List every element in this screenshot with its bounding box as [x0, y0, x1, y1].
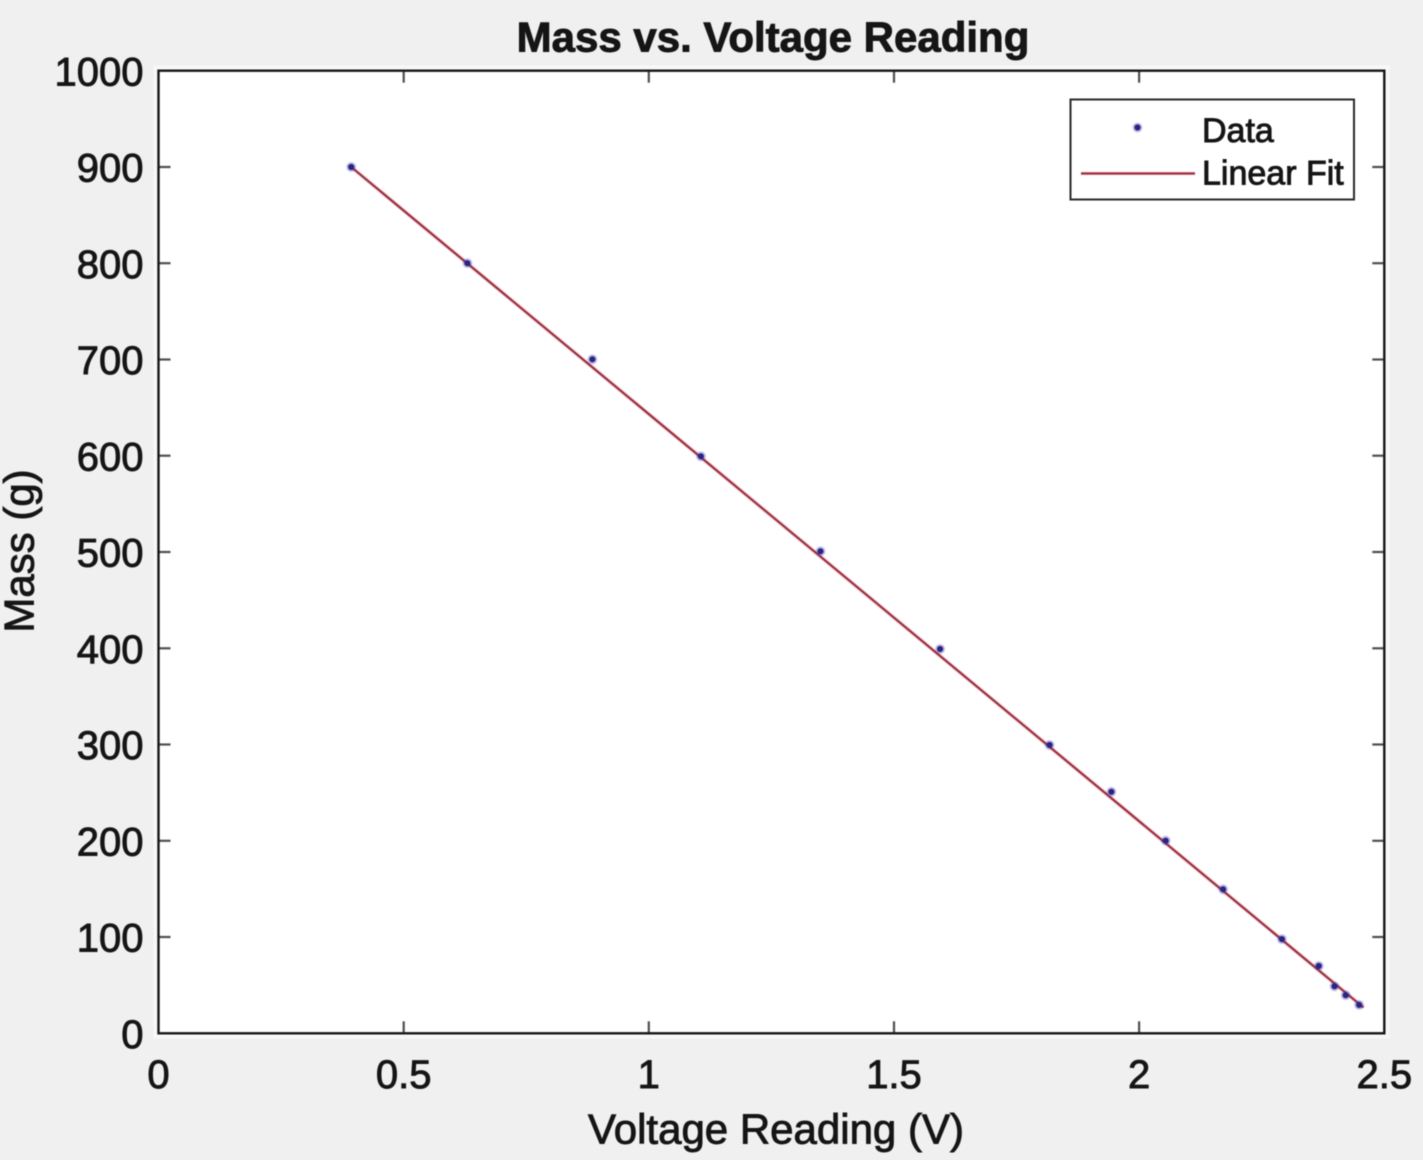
svg-text:500: 500 [77, 532, 144, 576]
svg-text:900: 900 [77, 147, 144, 191]
svg-text:0: 0 [147, 1053, 169, 1097]
svg-text:2: 2 [1128, 1053, 1150, 1097]
svg-text:100: 100 [77, 917, 144, 961]
svg-text:Voltage Reading (V): Voltage Reading (V) [588, 1106, 964, 1153]
svg-text:Linear Fit: Linear Fit [1202, 155, 1344, 193]
svg-text:Mass (g): Mass (g) [0, 469, 43, 632]
svg-text:2.5: 2.5 [1356, 1053, 1412, 1097]
svg-text:1000: 1000 [55, 50, 144, 94]
svg-text:800: 800 [77, 243, 144, 287]
svg-text:Data: Data [1202, 112, 1274, 150]
svg-text:0.5: 0.5 [376, 1053, 432, 1097]
svg-text:200: 200 [77, 821, 144, 865]
svg-text:1: 1 [638, 1053, 660, 1097]
svg-text:Mass vs. Voltage Reading: Mass vs. Voltage Reading [517, 13, 1030, 60]
svg-text:0: 0 [121, 1013, 143, 1057]
svg-text:700: 700 [77, 339, 144, 383]
svg-text:600: 600 [77, 435, 144, 479]
svg-text:1.5: 1.5 [866, 1053, 922, 1097]
svg-text:300: 300 [77, 724, 144, 768]
svg-text:400: 400 [77, 628, 144, 672]
